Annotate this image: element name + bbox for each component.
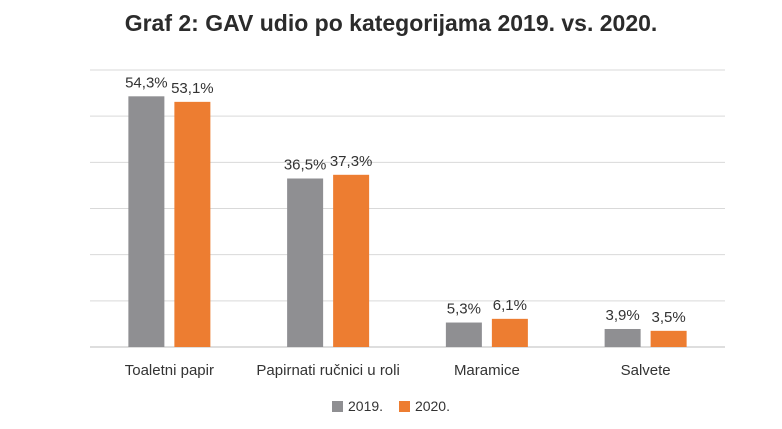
bar-2020-3 [650,330,687,347]
x-tick-label: Toaletni papir [125,362,214,379]
data-labels: 54,3% 53,1% 36,5% 37,3% 5,3% 6,1% 3,9% 3,5% [125,74,686,326]
bar-2020-2 [491,318,528,347]
data-label: 3,9% [606,307,640,324]
legend-swatch-2020 [398,400,410,412]
data-label: 36,5% [284,156,327,173]
data-label: 53,1% [171,80,214,97]
x-tick-label: Maramice [454,362,520,379]
x-axis-tick-labels: Toaletni papir Papirnati ručnici u roli Ma… [125,362,671,379]
x-tick-label: Salvete [621,362,671,379]
data-label: 5,3% [447,301,481,318]
data-label: 3,5% [652,309,686,326]
data-label: 54,3% [125,74,168,91]
bar-2019-0 [128,96,165,347]
legend-item-2019: 2019. [332,398,383,414]
data-label: 6,1% [493,297,527,314]
legend-label-2020: 2020. [414,398,450,414]
bar-2019-3 [604,328,641,347]
bar-2020-1 [333,174,370,347]
chart-title: Graf 2: GAV udio po kategorijama 2019. v… [124,10,658,36]
bar-2019-2 [445,322,482,347]
legend-swatch-2019 [332,400,343,412]
legend: 2019. 2020. [0,398,782,415]
bar-2020-0 [174,101,211,347]
bars [128,96,687,347]
bar-2019-1 [287,178,324,347]
legend-label-2019: 2019. [348,398,384,414]
data-label: 37,3% [330,153,373,170]
x-tick-label: Papirnati ručnici u roli [256,362,399,379]
legend-item-2020: 2020. [398,398,450,414]
